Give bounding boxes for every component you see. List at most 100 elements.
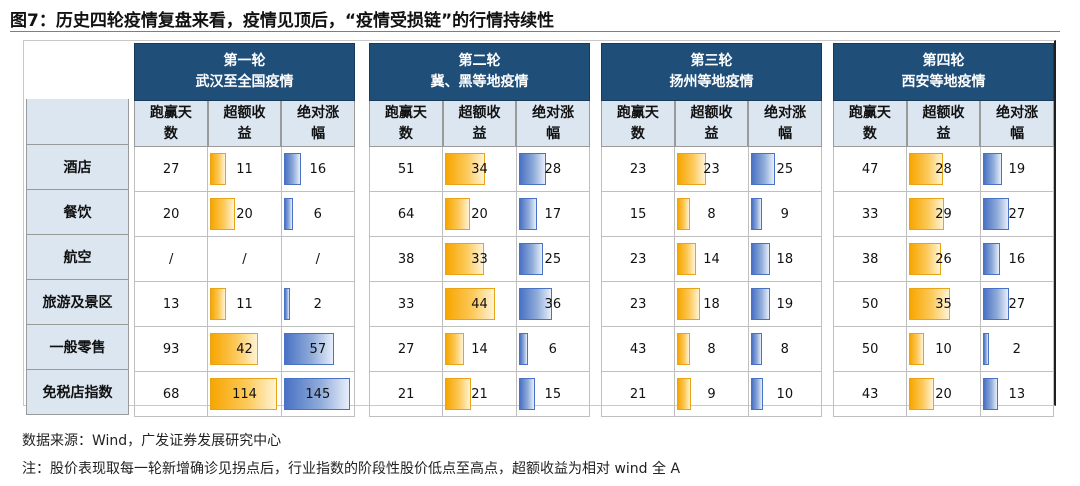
table-row: 23 14 18 bbox=[601, 237, 822, 282]
cell-value: 27 bbox=[397, 341, 415, 357]
cell-value: 23 bbox=[629, 296, 647, 312]
table-row: 50 10 2 bbox=[833, 327, 1054, 372]
cell-value: 9 bbox=[780, 206, 789, 222]
table-row: 21 9 10 bbox=[601, 372, 822, 417]
cell-value: 25 bbox=[776, 161, 794, 177]
absolute-return-bar bbox=[283, 288, 290, 320]
absolute-return-cell: 6 bbox=[515, 327, 590, 372]
excess-return-cell: 8 bbox=[674, 327, 748, 372]
title-rule bbox=[10, 31, 1060, 32]
excess-return-cell: 18 bbox=[674, 282, 748, 327]
metric-header: 跑赢天数 bbox=[134, 101, 208, 147]
absolute-return-bar bbox=[750, 153, 776, 185]
days-cell: 47 bbox=[833, 147, 907, 192]
absolute-return-cell: 19 bbox=[979, 147, 1054, 192]
excess-return-bar bbox=[210, 153, 227, 185]
absolute-return-bar bbox=[750, 288, 771, 320]
cell-value: 16 bbox=[1008, 251, 1026, 267]
metric-header: 超额收益 bbox=[906, 101, 981, 147]
cell-value: 9 bbox=[707, 386, 716, 402]
excess-return-bar bbox=[909, 333, 924, 365]
cell-value: 15 bbox=[629, 206, 647, 222]
excess-return-cell: 14 bbox=[442, 327, 516, 372]
cell-value: 36 bbox=[544, 296, 562, 312]
absolute-return-bar bbox=[982, 288, 1009, 320]
excess-return-bar bbox=[445, 333, 465, 365]
excess-return-bar bbox=[677, 198, 690, 230]
excess-return-cell: 28 bbox=[906, 147, 980, 192]
excess-return-bar bbox=[677, 288, 701, 320]
round-subtitle: 武汉至全国疫情 bbox=[195, 74, 294, 90]
cell-value: 11 bbox=[236, 296, 253, 312]
cell-value: 19 bbox=[1008, 161, 1026, 177]
metric-header: 绝对涨幅 bbox=[281, 101, 356, 147]
cell-value: 50 bbox=[861, 341, 879, 357]
cell-value: 18 bbox=[776, 251, 794, 267]
cell-value: 114 bbox=[232, 386, 257, 402]
table-row: 51 34 28 bbox=[369, 147, 590, 192]
absolute-return-cell: 25 bbox=[515, 237, 590, 282]
cell-value: 10 bbox=[935, 341, 952, 357]
days-cell: 43 bbox=[833, 372, 907, 417]
excess-return-cell: 29 bbox=[906, 192, 980, 237]
cell-value: 14 bbox=[471, 341, 488, 357]
cell-value: 50 bbox=[861, 296, 879, 312]
absolute-return-bar bbox=[518, 378, 536, 410]
excess-return-bar bbox=[677, 153, 706, 185]
cell-value: 47 bbox=[861, 161, 879, 177]
days-cell: 38 bbox=[369, 237, 443, 282]
excess-return-bar bbox=[677, 243, 697, 275]
excess-return-cell: 14 bbox=[674, 237, 748, 282]
absolute-return-cell: 19 bbox=[747, 282, 822, 327]
metric-header: 绝对涨幅 bbox=[748, 101, 823, 147]
cell-value: 20 bbox=[935, 386, 952, 402]
cell-value: 64 bbox=[397, 206, 415, 222]
absolute-return-cell: 8 bbox=[747, 327, 822, 372]
cell-value: 19 bbox=[776, 296, 794, 312]
absolute-return-bar bbox=[518, 198, 537, 230]
table-row: 13 11 2 bbox=[134, 282, 355, 327]
cell-value: 38 bbox=[861, 251, 879, 267]
absolute-return-bar bbox=[518, 243, 544, 275]
excess-return-bar bbox=[445, 153, 485, 185]
days-cell: 23 bbox=[601, 282, 675, 327]
absolute-return-cell: 28 bbox=[515, 147, 590, 192]
metric-header-row: 跑赢天数超额收益绝对涨幅 bbox=[369, 101, 591, 147]
absolute-return-bar bbox=[283, 198, 293, 230]
round-header: 第二轮 冀、黑等地疫情 bbox=[369, 43, 590, 101]
round-block-4: 第四轮 西安等地疫情 跑赢天数超额收益绝对涨幅 47 28 19 33 29 27 38 26 16 5… bbox=[833, 43, 1055, 417]
absolute-return-cell: 15 bbox=[515, 372, 590, 417]
row-label: 航空 bbox=[26, 235, 129, 280]
excess-return-bar bbox=[677, 378, 691, 410]
round-title: 第一轮 bbox=[223, 53, 266, 69]
table-row: 33 29 27 bbox=[833, 192, 1054, 237]
table-row: 21 21 15 bbox=[369, 372, 590, 417]
table-row: 43 20 13 bbox=[833, 372, 1054, 417]
excess-return-bar bbox=[909, 198, 944, 230]
excess-return-bar bbox=[445, 198, 471, 230]
round-block-1: 第一轮 武汉至全国疫情 跑赢天数超额收益绝对涨幅 27 11 16 20 20 6 / / / 13 11… bbox=[134, 43, 356, 417]
absolute-return-cell: 13 bbox=[979, 372, 1054, 417]
absolute-return-cell: 6 bbox=[280, 192, 355, 237]
cell-value: 2 bbox=[1012, 341, 1021, 357]
absolute-return-bar bbox=[750, 333, 762, 365]
absolute-return-cell: 57 bbox=[280, 327, 355, 372]
metric-header: 超额收益 bbox=[207, 101, 282, 147]
round-block-3: 第三轮 扬州等地疫情 跑赢天数超额收益绝对涨幅 23 23 25 15 8 9 23 14 18 23 1… bbox=[601, 43, 823, 417]
metric-header-row: 跑赢天数超额收益绝对涨幅 bbox=[134, 101, 356, 147]
absolute-return-bar bbox=[518, 288, 553, 320]
cell-value: 23 bbox=[629, 251, 647, 267]
days-cell: 15 bbox=[601, 192, 675, 237]
cell-value: 8 bbox=[707, 341, 716, 357]
table-row: 43 8 8 bbox=[601, 327, 822, 372]
cell-value: 27 bbox=[1008, 206, 1026, 222]
table-row: / / / bbox=[134, 237, 355, 282]
table-row: 20 20 6 bbox=[134, 192, 355, 237]
round-title: 第二轮 bbox=[458, 53, 501, 69]
cell-value: 26 bbox=[935, 251, 952, 267]
round-title: 第三轮 bbox=[690, 53, 733, 69]
table-row: 93 42 57 bbox=[134, 327, 355, 372]
cell-value: 145 bbox=[305, 386, 331, 402]
excess-return-cell: 11 bbox=[207, 282, 281, 327]
table-row: 50 35 27 bbox=[833, 282, 1054, 327]
